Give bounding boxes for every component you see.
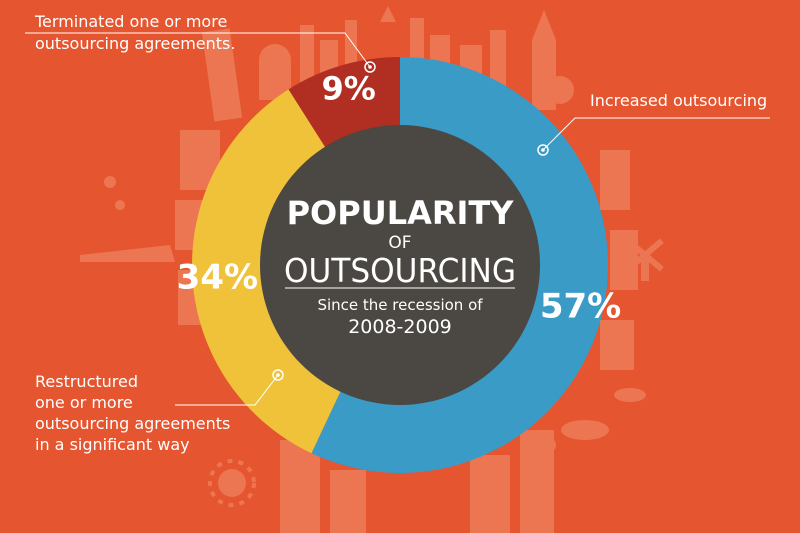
building-icon xyxy=(300,25,314,85)
chart-title-of: OF xyxy=(388,233,411,253)
flower-icon xyxy=(540,437,556,453)
callout-line xyxy=(542,117,770,151)
building-icon xyxy=(410,18,424,68)
callout-line xyxy=(175,374,279,406)
building-bottom-icon xyxy=(280,440,320,533)
leaning-tower-icon xyxy=(201,28,243,122)
building-icon xyxy=(345,20,357,75)
pie-slice xyxy=(311,57,608,474)
slice-category-label: outsourcing agreements. xyxy=(35,34,235,53)
callout-dot-center-icon xyxy=(276,373,280,377)
pie-slice xyxy=(288,57,400,149)
slice-labels: 57% Increased outsourcing 34% Restructured o… xyxy=(25,12,770,454)
clock-tower-spire-icon xyxy=(532,10,556,40)
slice-category-label: Increased outsourcing xyxy=(590,91,767,110)
building-icon xyxy=(490,30,506,90)
callout-line xyxy=(25,32,371,68)
chart-title: POPULARITY xyxy=(287,194,515,232)
building-right-icon xyxy=(600,150,630,210)
callout-dot-icon xyxy=(537,144,549,156)
slice-value-label: 9% xyxy=(322,70,376,108)
windmill-icon xyxy=(626,238,664,281)
building-right-icon xyxy=(600,320,634,370)
airplane-icon xyxy=(80,245,175,262)
slice-value-label: 57% xyxy=(540,286,621,326)
slice-category-label: Restructured xyxy=(35,372,138,391)
slice-category-label: Terminated one or more xyxy=(34,12,227,31)
callout-dot-center-icon xyxy=(368,65,372,69)
city-silhouette-decoration xyxy=(80,6,664,533)
chart-subtitle-line2: 2008-2009 xyxy=(348,316,452,338)
building-right-icon xyxy=(610,230,638,290)
chart-center-disc xyxy=(260,125,540,405)
fish-icon xyxy=(614,388,646,402)
callout-dot-icon xyxy=(364,61,376,73)
balloon-icon xyxy=(115,200,125,210)
donut-chart xyxy=(191,57,608,474)
dome-right-icon xyxy=(546,76,574,104)
chart-subtitle-line1: Since the recession of xyxy=(317,296,483,314)
fish-icon xyxy=(561,420,609,440)
building-bottom-icon xyxy=(330,470,366,533)
slice-category-label: one or more xyxy=(35,393,133,412)
sun-icon xyxy=(208,459,256,507)
callout-dot-center-icon xyxy=(541,148,545,152)
drop-icon xyxy=(380,6,396,22)
pie-slice xyxy=(191,89,342,454)
building-bottom-icon xyxy=(470,455,510,533)
slice-category-label: in a significant way xyxy=(35,435,190,454)
slice-category-label: outsourcing agreements xyxy=(35,414,230,433)
chart-title-main: OUTSOURCING xyxy=(284,251,516,290)
balloon-icon xyxy=(104,176,116,188)
slice-value-label: 34% xyxy=(177,257,258,297)
callout-dot-icon xyxy=(272,369,284,381)
